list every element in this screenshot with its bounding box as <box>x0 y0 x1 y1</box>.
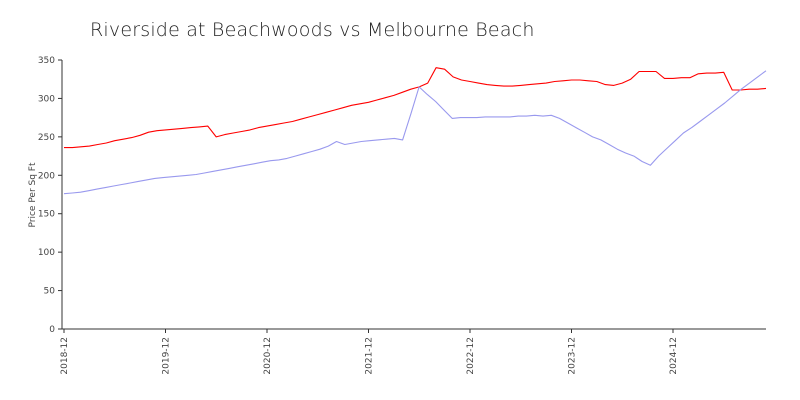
x-tick-label: 2018-12 <box>60 337 70 375</box>
y-tick-label: 350 <box>38 56 55 66</box>
y-tick-label: 150 <box>38 210 55 220</box>
y-tick-label: 50 <box>44 287 56 297</box>
series-group <box>63 67 767 195</box>
y-tick-label: 200 <box>38 171 55 181</box>
y-axis-label: Price Per Sq Ft <box>28 162 38 227</box>
y-tick-label: 300 <box>38 94 55 104</box>
x-tick-label: 2021-12 <box>365 337 375 375</box>
x-tick-label: 2019-12 <box>162 337 172 375</box>
series-line-red <box>64 67 767 149</box>
x-tick-label: 2024-12 <box>669 337 679 375</box>
x-axis: 2018-12 2019-12 2020-12 2021-12 2022-12 2023-… <box>60 328 766 375</box>
y-tick-label: 0 <box>49 325 55 335</box>
x-tick-label: 2020-12 <box>263 337 273 375</box>
chart-title: Riverside at Beachwoods vs Melbourne Bea… <box>90 19 535 41</box>
x-tick-label: 2022-12 <box>466 337 476 375</box>
x-tick-label: 2023-12 <box>568 337 578 375</box>
y-tick-label: 250 <box>38 133 55 143</box>
y-axis: 0 50 100 150 200 250 300 350 <box>38 56 63 335</box>
series-line-blue <box>63 70 767 195</box>
y-tick-label: 100 <box>38 248 55 258</box>
